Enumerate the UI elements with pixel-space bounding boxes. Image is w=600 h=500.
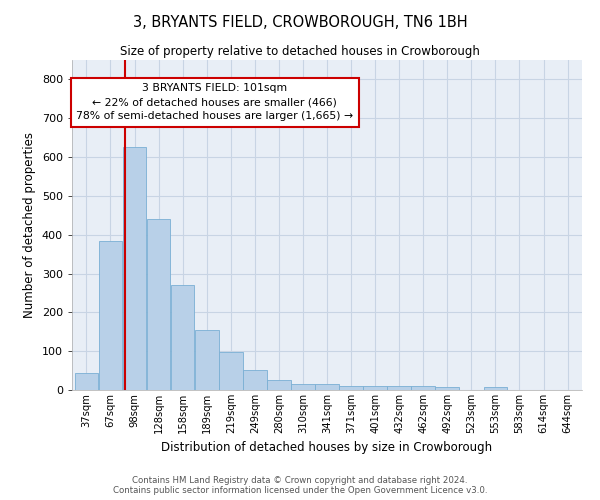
Bar xyxy=(412,386,435,390)
Text: Contains HM Land Registry data © Crown copyright and database right 2024.
Contai: Contains HM Land Registry data © Crown c… xyxy=(113,476,487,495)
Bar xyxy=(388,386,411,390)
Bar xyxy=(195,330,218,390)
Bar xyxy=(171,285,194,390)
Bar xyxy=(243,370,266,390)
Bar xyxy=(74,372,98,390)
Bar xyxy=(147,219,170,390)
Bar xyxy=(99,240,122,390)
Bar xyxy=(364,386,387,390)
X-axis label: Distribution of detached houses by size in Crowborough: Distribution of detached houses by size … xyxy=(161,442,493,454)
Bar xyxy=(436,387,459,390)
Bar xyxy=(267,380,290,390)
Bar xyxy=(339,386,363,390)
Bar xyxy=(315,384,339,390)
Text: 3 BRYANTS FIELD: 101sqm
← 22% of detached houses are smaller (466)
78% of semi-d: 3 BRYANTS FIELD: 101sqm ← 22% of detache… xyxy=(76,83,353,121)
Y-axis label: Number of detached properties: Number of detached properties xyxy=(23,132,36,318)
Text: Size of property relative to detached houses in Crowborough: Size of property relative to detached ho… xyxy=(120,45,480,58)
Bar xyxy=(484,388,507,390)
Bar xyxy=(219,352,242,390)
Bar xyxy=(123,148,146,390)
Text: 3, BRYANTS FIELD, CROWBOROUGH, TN6 1BH: 3, BRYANTS FIELD, CROWBOROUGH, TN6 1BH xyxy=(133,15,467,30)
Bar xyxy=(291,384,315,390)
